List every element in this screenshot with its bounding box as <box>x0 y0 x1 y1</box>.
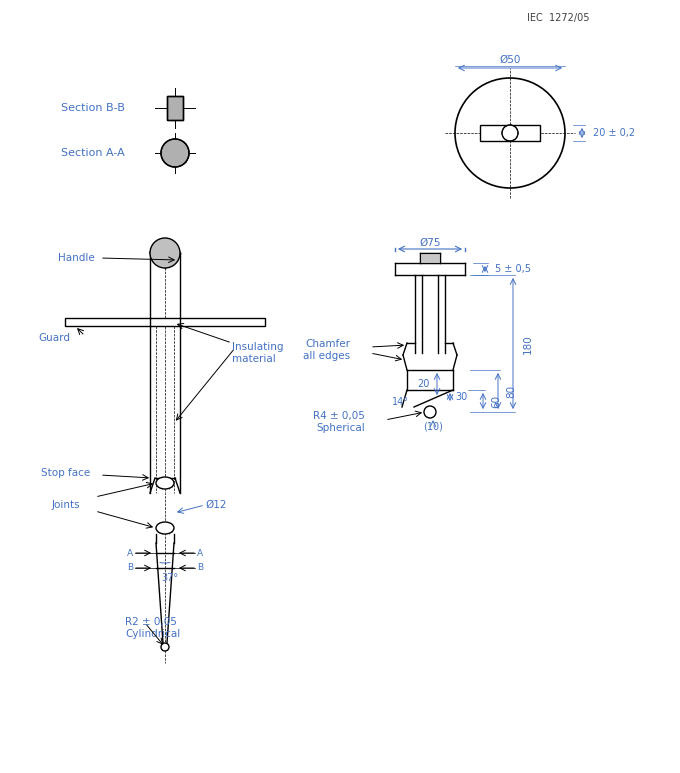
Text: Ø75: Ø75 <box>420 238 441 248</box>
Bar <box>167 96 183 120</box>
Ellipse shape <box>156 522 174 534</box>
Text: B: B <box>127 564 133 573</box>
Circle shape <box>161 643 169 651</box>
Text: 14°: 14° <box>392 397 409 407</box>
Circle shape <box>150 238 180 268</box>
Text: Handle: Handle <box>58 253 95 263</box>
Text: Chamfer
all edges: Chamfer all edges <box>303 339 350 361</box>
Bar <box>65 318 265 326</box>
Text: Section B-B: Section B-B <box>61 103 125 113</box>
Text: A: A <box>197 549 203 557</box>
Text: Ø12: Ø12 <box>205 500 226 510</box>
Text: B: B <box>197 564 203 573</box>
Text: 80: 80 <box>506 384 516 397</box>
Text: 180: 180 <box>523 334 533 354</box>
Text: Insulating
material: Insulating material <box>232 342 284 364</box>
Text: Section A-A: Section A-A <box>61 148 125 158</box>
Circle shape <box>455 78 565 188</box>
Ellipse shape <box>156 477 174 489</box>
Text: Ø50: Ø50 <box>499 55 521 65</box>
Text: Stop face: Stop face <box>41 468 90 478</box>
Text: R2 ± 0,05
Cylindrical: R2 ± 0,05 Cylindrical <box>125 617 180 638</box>
Text: 37°: 37° <box>161 573 179 583</box>
Circle shape <box>161 139 189 167</box>
Text: 5 ± 0,5: 5 ± 0,5 <box>495 264 531 274</box>
Text: (10): (10) <box>423 421 443 431</box>
Text: 20: 20 <box>418 379 430 389</box>
Bar <box>167 96 183 120</box>
Text: A: A <box>127 549 133 557</box>
Text: 30: 30 <box>455 392 467 402</box>
Circle shape <box>424 406 436 418</box>
Text: 20 ± 0,2: 20 ± 0,2 <box>593 128 635 138</box>
Bar <box>420 253 440 263</box>
Text: Joints: Joints <box>52 500 80 510</box>
Text: R4 ± 0,05
Spherical: R4 ± 0,05 Spherical <box>313 411 365 433</box>
Text: IEC  1272/05: IEC 1272/05 <box>528 13 590 23</box>
Text: Guard: Guard <box>38 333 70 343</box>
Circle shape <box>502 125 518 141</box>
Text: 60: 60 <box>491 394 501 407</box>
Bar <box>480 125 540 141</box>
